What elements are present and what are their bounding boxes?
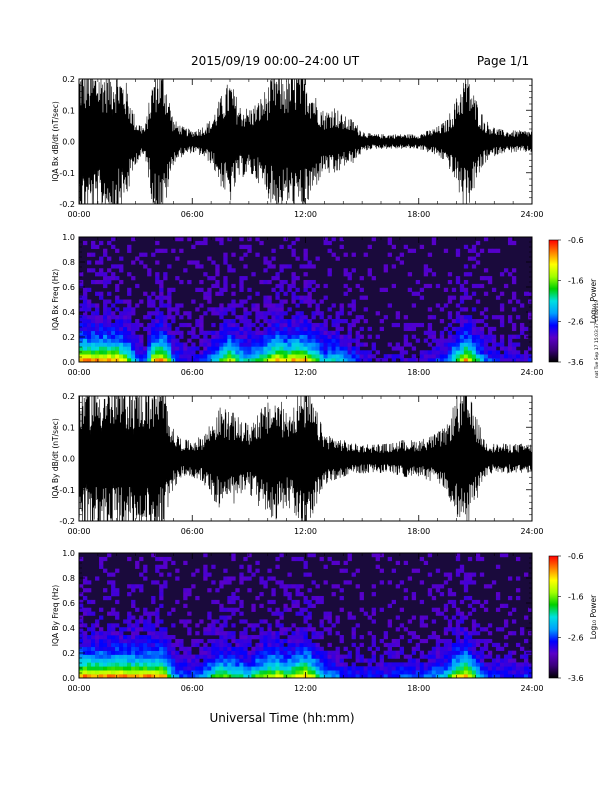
x-tick-label: 12:00 — [294, 684, 317, 693]
y-tick-label: 0.6 — [62, 599, 75, 608]
x-axis-label: Universal Time (hh:mm) — [209, 711, 354, 725]
y-tick-label: 1.0 — [62, 549, 75, 558]
x-tick-label: 06:00 — [181, 210, 204, 219]
colorbar-tick-label: -3.6 — [568, 674, 584, 683]
colorbar-tick-label: -0.6 — [568, 552, 584, 561]
colorbar-label: Log₁₀ Power — [589, 278, 598, 323]
colorbar-tick-label: -0.6 — [568, 236, 584, 245]
y-axis-label: IQA Bx dB/dt (nT/sec) — [51, 101, 60, 182]
y-tick-label: 0.0 — [62, 138, 75, 147]
y-tick-label: 0.4 — [62, 308, 75, 317]
y-axis-label: IQA Bx Freq (Hz) — [51, 269, 60, 331]
x-tick-label: 06:00 — [181, 684, 204, 693]
spectrogram-cells — [79, 553, 533, 679]
x-tick-label: 06:00 — [181, 368, 204, 377]
waveform-series — [79, 396, 532, 521]
waveform-panel: 00:00 06:00 12:00 18:00 24:00 -0.2 -0.1 0.0 0.1 0… — [51, 392, 544, 536]
colorbar — [548, 239, 559, 363]
figure-title: 2015/09/19 00:00–24:00 UT — [191, 54, 360, 68]
y-tick-label: 0.0 — [62, 674, 75, 683]
x-tick-label: 06:00 — [181, 527, 204, 536]
spectrogram-panel: -0.6 -1.6 -2.6 -3.6 Log₁₀ Power 00:00 06:00 12:… — [51, 549, 598, 693]
y-tick-label: 0.2 — [62, 392, 75, 401]
x-tick-label: 24:00 — [520, 368, 543, 377]
y-tick-label: -0.2 — [59, 517, 75, 526]
x-tick-label: 18:00 — [407, 210, 430, 219]
colorbar-tick-label: -2.6 — [568, 317, 584, 326]
y-axis-label: IQA By Freq (Hz) — [51, 585, 60, 647]
x-tick-label: 12:00 — [294, 368, 317, 377]
colorbar-label: Log₁₀ Power — [589, 594, 598, 639]
y-tick-label: 1.0 — [62, 233, 75, 242]
y-tick-label: 0.2 — [62, 649, 75, 658]
panels: 00:00 06:00 12:00 18:00 24:00 -0.2 -0.1 0.0 0.1 0… — [51, 75, 598, 693]
waveform-panel: 00:00 06:00 12:00 18:00 24:00 -0.2 -0.1 0.0 0.1 0… — [51, 75, 544, 219]
spectrogram-panel: -0.6 -1.6 -2.6 -3.6 Log₁₀ Power 00:00 06:00 12:… — [51, 233, 598, 377]
side-note: nat Tue Sep 17 15:03:37 CET 2019 — [594, 300, 600, 378]
colorbar-tick-label: -2.6 — [568, 633, 584, 642]
x-tick-label: 24:00 — [520, 684, 543, 693]
y-tick-label: 0.0 — [62, 358, 75, 367]
page-number: Page 1/1 — [477, 54, 529, 68]
y-tick-label: 0.8 — [62, 258, 75, 267]
x-tick-label: 00:00 — [67, 210, 90, 219]
y-tick-label: 0.0 — [62, 455, 75, 464]
x-tick-label: 12:00 — [294, 527, 317, 536]
x-tick-label: 24:00 — [520, 210, 543, 219]
waveform-series — [79, 79, 532, 204]
y-tick-label: 0.1 — [62, 423, 75, 432]
y-tick-label: 0.2 — [62, 333, 75, 342]
colorbar — [548, 555, 559, 679]
y-tick-label: -0.1 — [59, 486, 75, 495]
colorbar-tick-label: -1.6 — [568, 593, 584, 602]
x-tick-label: 00:00 — [67, 527, 90, 536]
y-axis-label: IQA By dB/dt (nT/sec) — [51, 418, 60, 499]
colorbar-tick-label: -1.6 — [568, 277, 584, 286]
x-tick-label: 18:00 — [407, 368, 430, 377]
x-tick-label: 24:00 — [520, 527, 543, 536]
colorbar-tick-label: -3.6 — [568, 358, 584, 367]
x-tick-label: 12:00 — [294, 210, 317, 219]
y-tick-label: 0.1 — [62, 106, 75, 115]
y-tick-label: 0.2 — [62, 75, 75, 84]
y-tick-label: 0.8 — [62, 574, 75, 583]
x-tick-label: 00:00 — [67, 684, 90, 693]
y-tick-label: -0.1 — [59, 169, 75, 178]
x-tick-label: 18:00 — [407, 527, 430, 536]
x-tick-label: 00:00 — [67, 368, 90, 377]
x-tick-label: 18:00 — [407, 684, 430, 693]
y-tick-label: -0.2 — [59, 200, 75, 209]
y-tick-label: 0.6 — [62, 283, 75, 292]
y-tick-label: 0.4 — [62, 624, 75, 633]
